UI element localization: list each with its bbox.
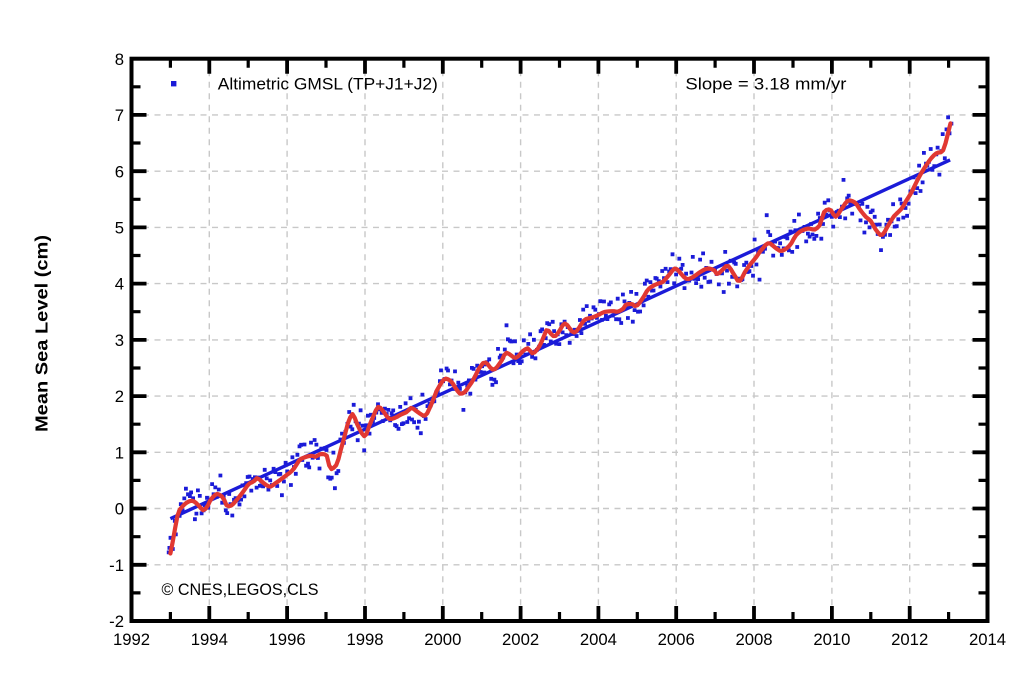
svg-text:2014: 2014	[969, 630, 1006, 649]
svg-text:6: 6	[115, 162, 124, 181]
svg-text:7: 7	[115, 106, 124, 125]
svg-text:2000: 2000	[424, 630, 461, 649]
svg-text:5: 5	[115, 219, 124, 238]
svg-text:1992: 1992	[113, 630, 150, 649]
svg-text:-1: -1	[109, 556, 124, 575]
svg-text:Slope = 3.18 mm/yr: Slope = 3.18 mm/yr	[685, 75, 846, 94]
svg-text:1994: 1994	[191, 630, 228, 649]
svg-text:4: 4	[115, 275, 124, 294]
svg-text:0: 0	[115, 500, 124, 519]
svg-text:8: 8	[115, 50, 124, 69]
svg-text:© CNES,LEGOS,CLS: © CNES,LEGOS,CLS	[162, 580, 319, 599]
svg-text:1: 1	[115, 443, 124, 462]
svg-text:Altimetric GMSL (TP+J1+J2): Altimetric GMSL (TP+J1+J2)	[218, 75, 438, 94]
svg-text:2010: 2010	[813, 630, 850, 649]
svg-text:2012: 2012	[891, 630, 928, 649]
svg-text:1996: 1996	[269, 630, 306, 649]
svg-text:2002: 2002	[502, 630, 539, 649]
svg-text:2: 2	[115, 387, 124, 406]
svg-text:1998: 1998	[346, 630, 383, 649]
svg-text:2008: 2008	[735, 630, 772, 649]
svg-text:2006: 2006	[658, 630, 695, 649]
svg-text:-2: -2	[109, 612, 124, 631]
svg-text:Mean Sea Level (cm): Mean Sea Level (cm)	[32, 235, 52, 432]
svg-text:3: 3	[115, 331, 124, 350]
svg-text:2004: 2004	[580, 630, 617, 649]
